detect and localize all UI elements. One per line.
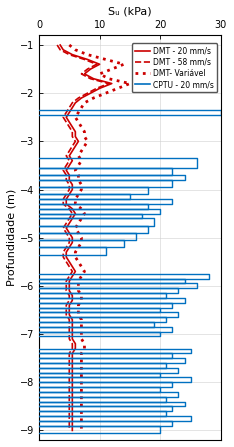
- Y-axis label: Profundidade (m): Profundidade (m): [7, 189, 17, 287]
- Legend: DMT - 20 mm/s, DMT - 58 mm/s, DMT- Variável, CPTU - 20 mm/s: DMT - 20 mm/s, DMT - 58 mm/s, DMT- Variá…: [132, 43, 217, 92]
- X-axis label: Sᵤ (kPa): Sᵤ (kPa): [108, 7, 152, 17]
